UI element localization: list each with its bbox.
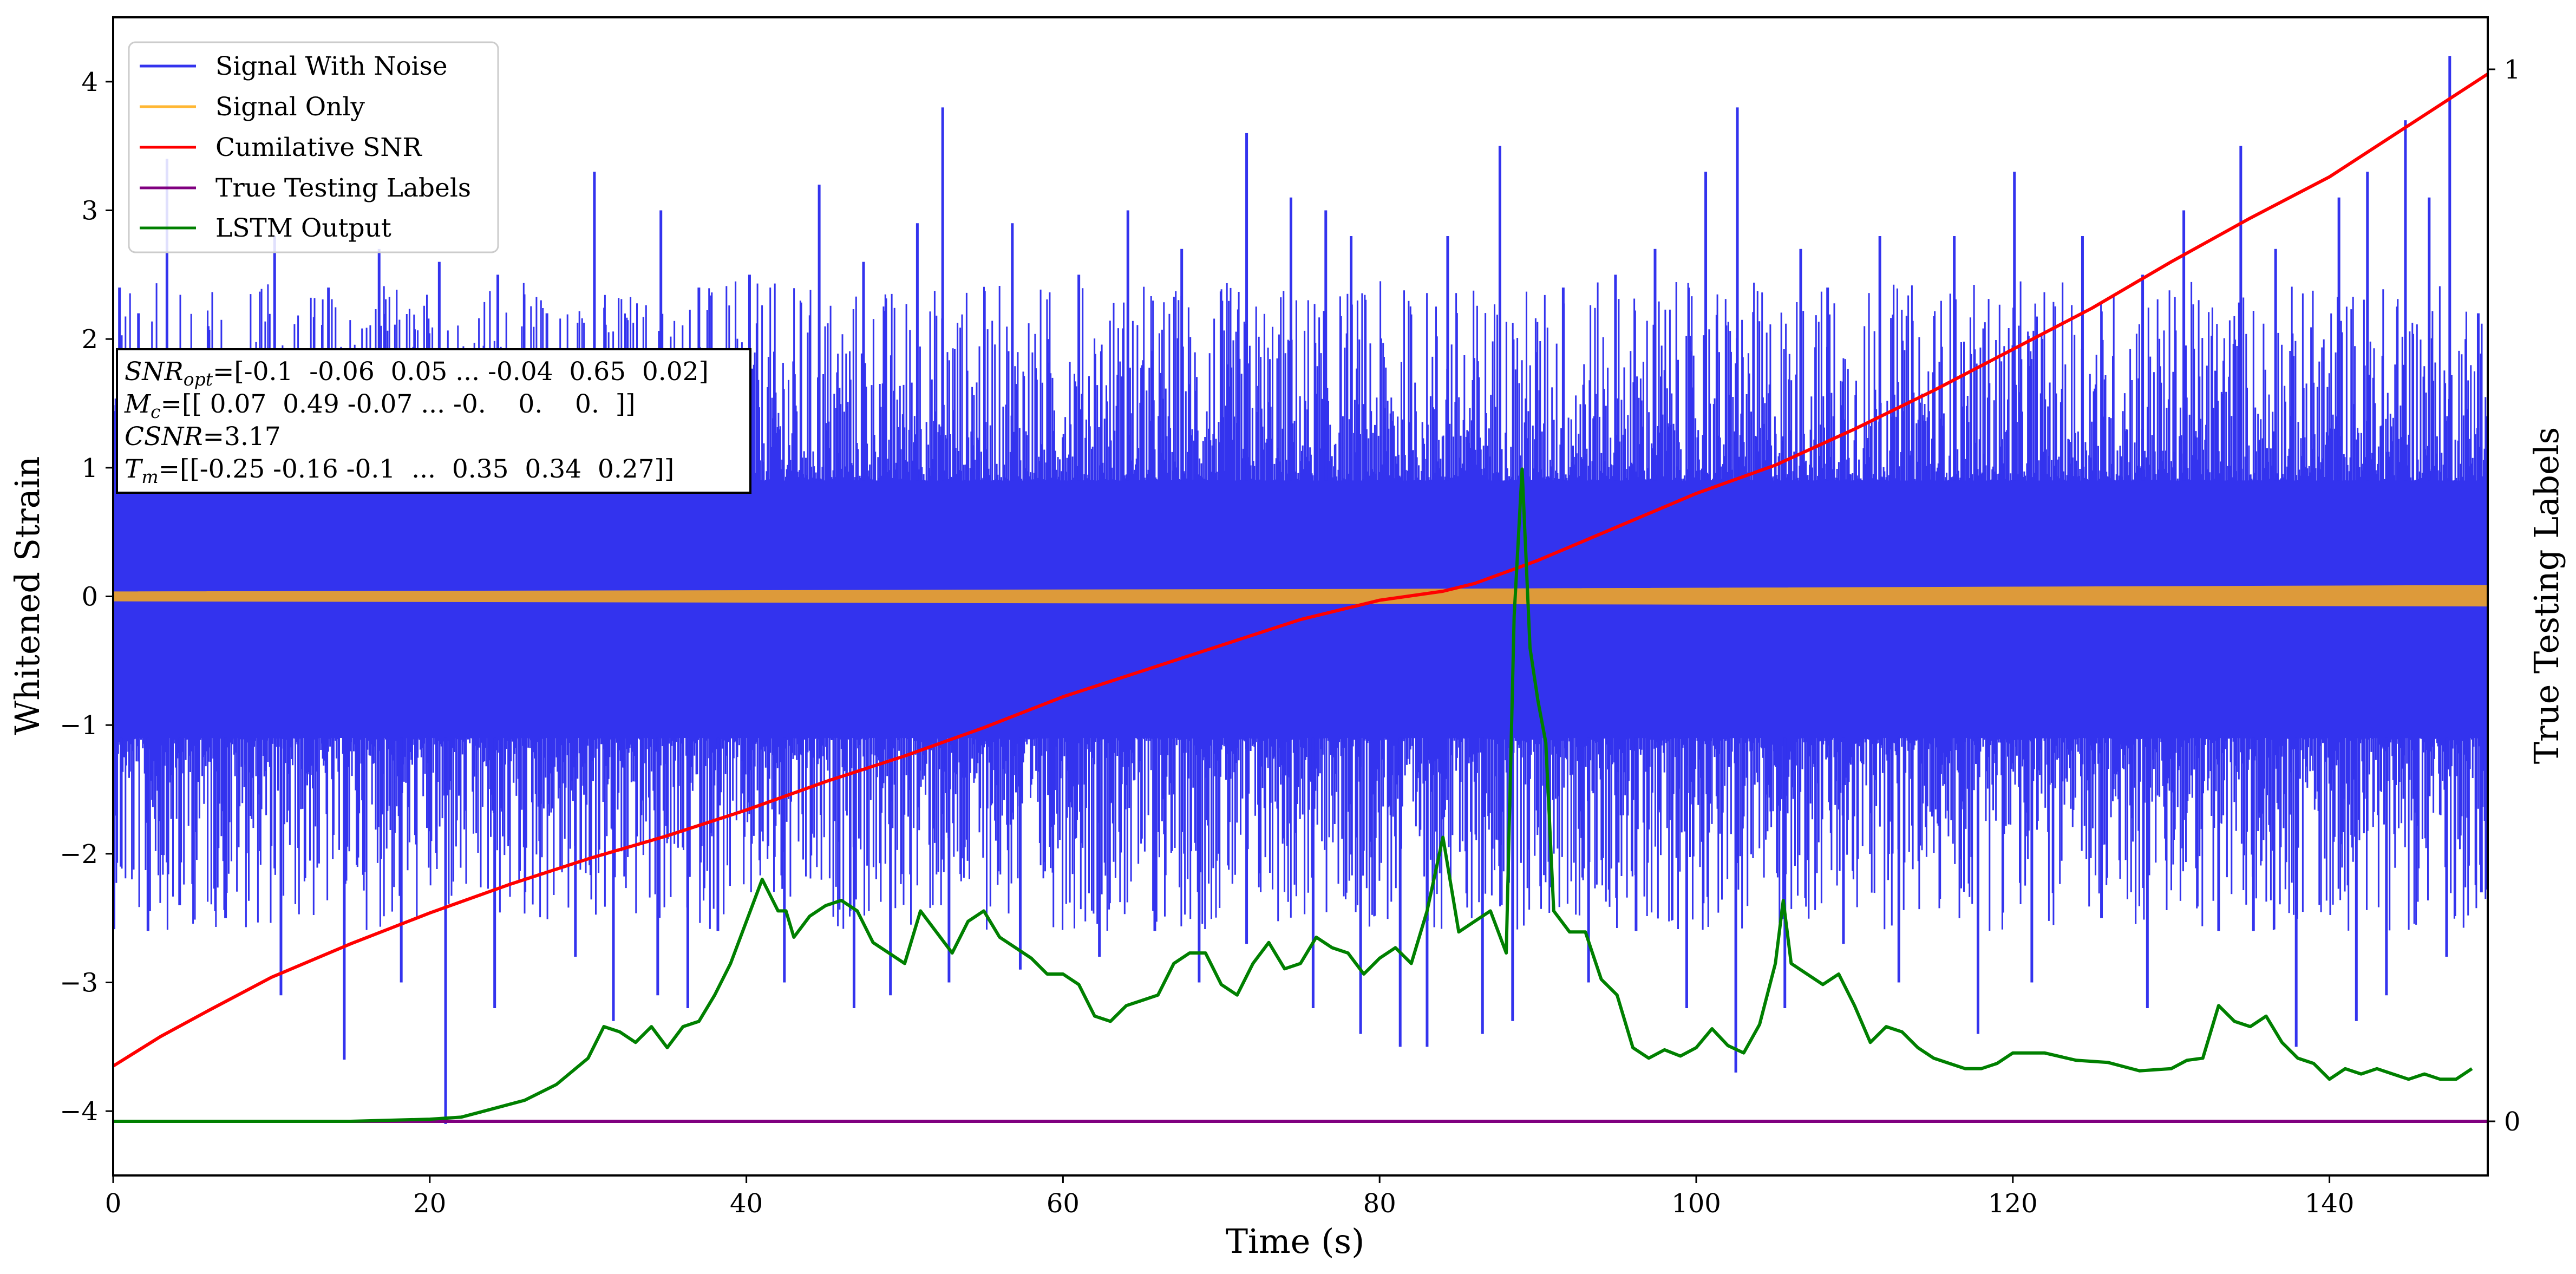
y2-tick-label: 1 — [2504, 55, 2521, 85]
x-axis-title: Time (s) — [1226, 1221, 1365, 1261]
y-tick-label: −3 — [60, 968, 98, 998]
annotation-box: SNRopt=[-0.1 -0.06 0.05 ... -0.04 0.65 0… — [116, 348, 751, 494]
legend-label-cumilative-snr: Cumilative SNR — [215, 133, 422, 162]
series-lstm-output — [113, 467, 2473, 1123]
x-tick-label: 140 — [2305, 1188, 2355, 1219]
annotation-mc: Mc=[[ 0.07 0.49 -0.07 ... -0. 0. 0. ]] — [124, 389, 635, 422]
y-tick-label: −4 — [60, 1096, 98, 1127]
y-tick-label: 4 — [81, 67, 98, 97]
legend: Signal With Noise Signal Only Cumilative… — [128, 41, 499, 253]
annotation-tm: Tm=[[-0.25 -0.16 -0.1 ... 0.35 0.34 0.27… — [125, 454, 674, 487]
x-tick-label: 20 — [413, 1188, 446, 1219]
legend-label-signal-only: Signal Only — [215, 92, 365, 122]
annotation-snr: SNRopt=[-0.1 -0.06 0.05 ... -0.04 0.65 0… — [125, 357, 709, 390]
x-tick-label: 0 — [105, 1188, 122, 1219]
y-tick-label: 1 — [81, 453, 98, 484]
series-cumilative-snr — [113, 73, 2488, 1068]
y-tick-label: 2 — [81, 324, 98, 355]
y2-tick-label: 0 — [2504, 1107, 2521, 1137]
x-tick-label: 60 — [1047, 1188, 1080, 1219]
y-tick-label: −2 — [60, 839, 98, 870]
series-layer — [113, 56, 2488, 1124]
x-tick-label: 40 — [730, 1188, 763, 1219]
series-signal-only — [113, 585, 2488, 607]
y-tick-label: 3 — [81, 196, 98, 226]
y-axis-title: Whitened Strain — [8, 456, 47, 735]
y2-axis-title: True Testing Labels — [2527, 427, 2566, 765]
x-tick-label: 80 — [1363, 1188, 1396, 1219]
legend-label-lstm-output: LSTM Output — [215, 213, 391, 243]
y-tick-label: 0 — [81, 582, 98, 612]
y-tick-label: −1 — [60, 710, 98, 741]
legend-label-true-testing-labels: True Testing Labels — [215, 173, 471, 203]
legend-label-signal-with-noise: Signal With Noise — [215, 51, 448, 81]
annotation-csnr: CSNR=3.17 — [125, 422, 281, 452]
x-tick-label: 100 — [1671, 1188, 1721, 1219]
x-tick-label: 120 — [1988, 1188, 2038, 1219]
